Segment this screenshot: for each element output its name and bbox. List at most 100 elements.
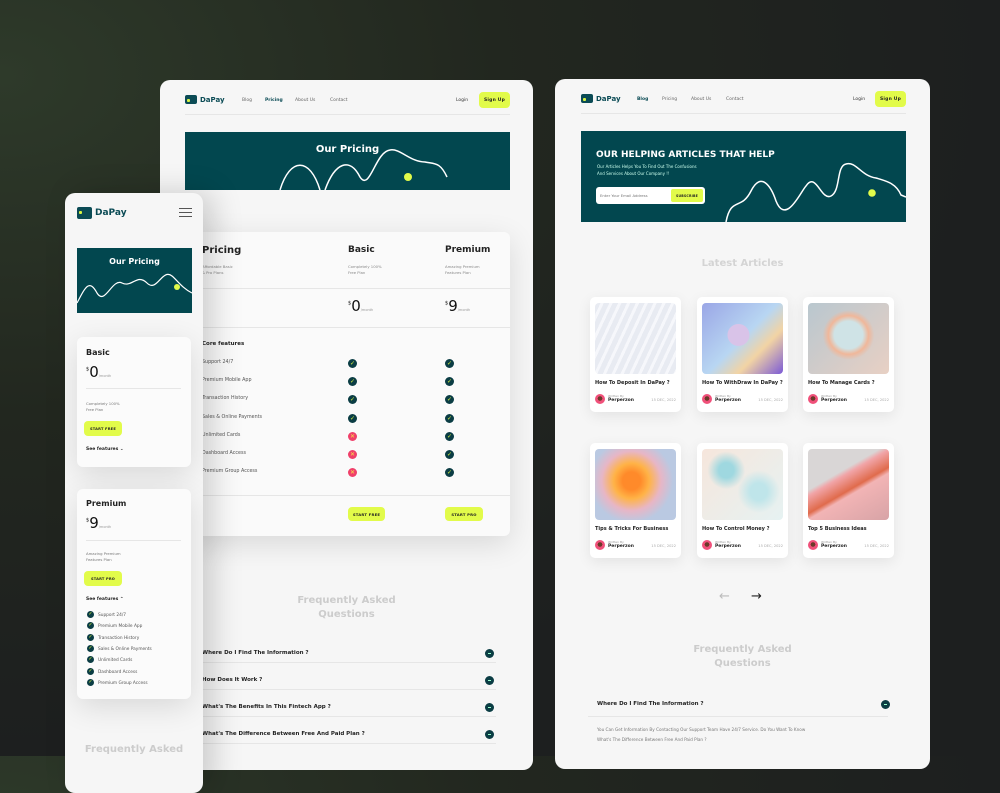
- sub-line: And Services About Our Company !!: [597, 171, 670, 176]
- author-avatar: [808, 394, 818, 404]
- logo-text: DaPay: [95, 208, 127, 218]
- article-title[interactable]: How To Control Money ?: [702, 526, 770, 532]
- logo[interactable]: DaPay: [77, 207, 127, 219]
- sub-line: Free Plan: [86, 407, 104, 412]
- plan-name: Premium: [86, 499, 127, 508]
- sub-line: Free Plan: [348, 270, 366, 275]
- check-icon: ✓: [348, 413, 357, 423]
- logo-text: DaPay: [200, 95, 225, 104]
- faq-question[interactable]: What's The Difference Between Free And P…: [202, 731, 365, 737]
- start-pro-button[interactable]: START PRO: [445, 507, 483, 521]
- logo[interactable]: DaPay: [185, 95, 225, 104]
- article-title[interactable]: How To WithDraw In DaPay ?: [702, 380, 783, 386]
- nav-about[interactable]: About Us: [691, 97, 712, 102]
- feature-name: Premium Mobile App: [98, 624, 143, 630]
- login-link[interactable]: Login: [456, 98, 469, 103]
- logo[interactable]: DaPay: [581, 94, 621, 103]
- feature-name: Premium Group Access: [98, 680, 148, 686]
- divider: [202, 716, 496, 717]
- faq-title: Frequently Asked Questions: [160, 594, 533, 622]
- nav-contact[interactable]: Contact: [330, 98, 348, 103]
- cross-icon: ✕: [348, 450, 357, 459]
- subscribe-button[interactable]: SUBSCRIBE: [671, 189, 703, 202]
- nav-contact[interactable]: Contact: [726, 97, 744, 102]
- article-card[interactable]: How To Manage Cards ? Written By Perperz…: [803, 297, 894, 412]
- check-icon: ✓: [348, 395, 357, 405]
- nav-blog[interactable]: Blog: [637, 97, 649, 102]
- check-icon: ✓: [87, 644, 94, 652]
- faq-expand-icon[interactable]: [485, 676, 494, 685]
- chevron-up-icon: ⌃: [119, 597, 124, 602]
- author-avatar: [808, 540, 818, 550]
- article-image: [702, 449, 783, 520]
- author-name: Perperzon: [608, 544, 634, 549]
- article-card[interactable]: How To Control Money ? Written By Perper…: [697, 443, 788, 558]
- article-image: [595, 303, 676, 374]
- article-title[interactable]: How To Manage Cards ?: [808, 380, 875, 386]
- start-free-button[interactable]: START FREE: [84, 421, 122, 436]
- feature-name: Unlimited Cards: [98, 658, 133, 664]
- pricing-table: Pricing Affordable Basic & Pro Plans Basi…: [185, 232, 510, 536]
- sub-line: Features Plan: [445, 270, 471, 275]
- faq-question[interactable]: Where Do I Find The Information ?: [202, 650, 309, 656]
- article-title[interactable]: Tips & Tricks For Business: [595, 526, 669, 532]
- currency: $: [86, 366, 90, 373]
- article-date: 15 DEC, 2022: [758, 398, 783, 402]
- price-value: 0: [351, 297, 361, 315]
- prev-arrow-icon[interactable]: ←: [719, 589, 730, 604]
- author-avatar: [702, 394, 712, 404]
- answer-line: You Can Get Information By Contacting Ou…: [597, 727, 806, 732]
- check-icon: ✓: [87, 678, 94, 686]
- article-title[interactable]: How To Deposit In DaPay ?: [595, 380, 670, 386]
- faq-question[interactable]: What's The Benefits In This Fintech App …: [202, 704, 331, 710]
- signup-button[interactable]: Sign Up: [479, 92, 510, 108]
- see-features-toggle[interactable]: See features ⌄: [86, 447, 124, 452]
- sub-line: Features Plan: [86, 557, 112, 562]
- article-card[interactable]: Top 5 Business Ideas Written By Perperzo…: [803, 443, 894, 558]
- sub-line: Completely 100%: [86, 401, 120, 406]
- faq-question[interactable]: Where Do I Find The Information ?: [597, 701, 704, 707]
- faq-expand-icon[interactable]: [485, 649, 494, 658]
- divider: [202, 743, 496, 744]
- article-image: [595, 449, 676, 520]
- check-icon: ✓: [445, 450, 454, 459]
- start-free-button[interactable]: START FREE: [348, 507, 385, 521]
- see-features-toggle[interactable]: See features ⌃: [86, 597, 124, 602]
- check-icon: ✓: [445, 395, 454, 405]
- start-pro-button[interactable]: START PRO: [84, 571, 122, 586]
- table-heading: Pricing: [202, 245, 242, 256]
- next-arrow-icon[interactable]: →: [751, 589, 762, 604]
- signup-button[interactable]: Sign Up: [875, 91, 906, 107]
- article-card[interactable]: How To WithDraw In DaPay ? Written By Pe…: [697, 297, 788, 412]
- plan-price: $0/month: [86, 362, 111, 381]
- author-name: Perperzon: [715, 544, 741, 549]
- faq-answer: You Can Get Information By Contacting Ou…: [597, 725, 805, 745]
- wallet-icon: [581, 94, 593, 103]
- nav-blog[interactable]: Blog: [242, 98, 252, 103]
- wallet-icon: [185, 95, 197, 104]
- nav-pricing[interactable]: Pricing: [662, 97, 678, 102]
- nav-pricing[interactable]: Pricing: [265, 98, 283, 103]
- article-title[interactable]: Top 5 Business Ideas: [808, 526, 867, 532]
- article-card[interactable]: How To Deposit In DaPay ? Written By Per…: [590, 297, 681, 412]
- nav-about[interactable]: About Us: [295, 98, 316, 103]
- price-value: 0: [89, 363, 99, 381]
- sub-line: Amazing Premium: [445, 264, 480, 269]
- faq-collapse-icon[interactable]: [881, 700, 890, 709]
- faq-expand-icon[interactable]: [485, 730, 494, 739]
- faq-expand-icon[interactable]: [485, 703, 494, 712]
- article-date: 15 DEC, 2022: [758, 544, 783, 548]
- hamburger-menu-icon[interactable]: [179, 208, 192, 217]
- login-link[interactable]: Login: [853, 97, 866, 102]
- hero-subtitle: Our Articles Helps You To Find Out The C…: [597, 163, 697, 177]
- faq-title: Frequently Asked: [84, 744, 184, 755]
- plan-premium-name: Premium: [445, 245, 491, 255]
- feature-item: ✓ Transaction History: [87, 633, 139, 641]
- faq-title-line: Frequently Asked: [693, 644, 792, 655]
- article-card[interactable]: Tips & Tricks For Business Written By Pe…: [590, 443, 681, 558]
- article-image: [808, 449, 889, 520]
- faq-question[interactable]: How Does It Work ?: [202, 677, 263, 683]
- email-input[interactable]: [600, 190, 666, 201]
- divider: [202, 689, 496, 690]
- feature-item: ✓ Premium Mobile App: [87, 622, 143, 630]
